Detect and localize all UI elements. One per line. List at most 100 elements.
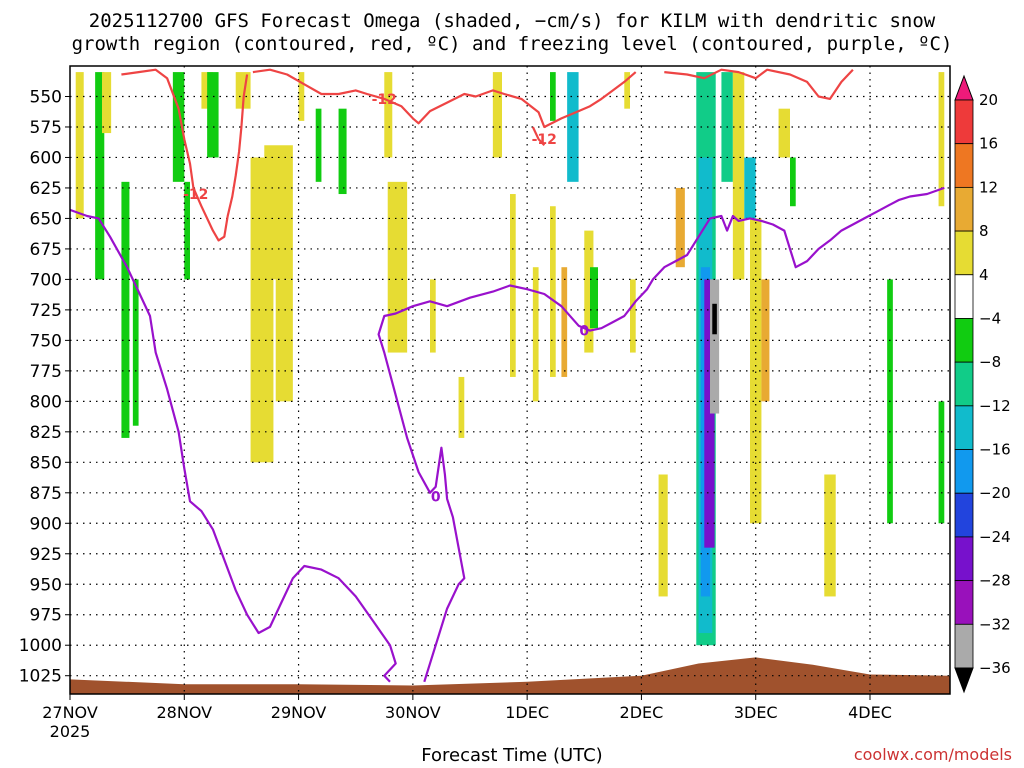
colorbar-label-9: −20 (979, 484, 1011, 502)
omega-cell-40 (732, 72, 745, 280)
omega-cell-43 (761, 279, 770, 402)
colorbar-swatch-9 (954, 449, 974, 494)
ground-terrain (70, 657, 950, 694)
y-tick-label-750: 750 (30, 331, 62, 351)
freezing-level-0C-label-1: 0 (579, 324, 589, 340)
x-tick-label-30NOV: 30NOV (385, 703, 441, 722)
chart-title-line-2: growth region (contoured, red, ºC) and f… (71, 33, 953, 55)
y-tick-label-850: 850 (30, 453, 62, 473)
y-tick-label-925: 925 (30, 545, 62, 565)
omega-cell-30 (630, 279, 636, 353)
omega-cell-12 (275, 279, 293, 402)
y-tick-label-950: 950 (30, 575, 62, 595)
colorbar-label-5: −4 (979, 309, 1001, 327)
colorbar-label-1: 16 (979, 135, 998, 153)
y-tick-label-675: 675 (30, 240, 62, 260)
dendritic-growth-minus12C-line-3 (664, 68, 854, 100)
colorbar-swatch-10 (954, 492, 974, 538)
colorbar-label-0: 20 (979, 91, 998, 109)
omega-cell-28 (590, 267, 598, 329)
x-tick-label-29NOV: 29NOV (271, 703, 327, 722)
colorbar-swatch-6 (954, 318, 974, 363)
omega-cell-6 (184, 181, 190, 280)
x-tick-label-27NOV: 27NOV (42, 703, 98, 722)
omega-cell-20 (492, 72, 502, 158)
omega-cell-19 (458, 376, 465, 438)
colorbar-swatch-1 (954, 99, 974, 145)
credit-link[interactable]: coolwx.com/models (853, 745, 1012, 764)
y-tick-label-975: 975 (30, 606, 62, 626)
colorbar-label-6: −8 (979, 353, 1001, 371)
omega-cell-17 (387, 181, 408, 353)
y-tick-label-575: 575 (30, 118, 62, 138)
x-tick-label-2DEC: 2DEC (620, 703, 664, 722)
omega-cell-22 (532, 267, 539, 402)
plot-frame (69, 65, 951, 695)
x-tick-label-28NOV: 28NOV (156, 703, 212, 722)
omega-cell-4 (132, 279, 139, 426)
omega-cell-23 (550, 72, 556, 121)
omega-cell-14 (315, 108, 322, 182)
omega-cell-24 (550, 206, 556, 377)
omega-cell-36 (704, 279, 715, 548)
omega-cell-31 (658, 474, 668, 597)
dendritic-growth-minus12C-label-0: -12 (183, 187, 208, 203)
omega-cell-18 (430, 279, 436, 353)
freezing-level-0C-label-0: 0 (431, 489, 441, 505)
omega-cell-41 (744, 157, 756, 219)
y-tick-label-775: 775 (30, 362, 62, 382)
colorbar-swatch-12 (954, 580, 974, 625)
x-tick-sublabel-27NOV: 2025 (50, 722, 91, 741)
omega-cell-13 (298, 72, 305, 121)
colorbar-label-13: −36 (979, 659, 1011, 677)
omega-cell-46 (824, 474, 836, 597)
omega-cell-48 (938, 72, 945, 207)
colorbar-swatch-top-arrow (954, 74, 974, 101)
colorbar-swatch-13 (954, 623, 974, 669)
colorbar-label-10: −24 (979, 528, 1011, 546)
colorbar-label-7: −12 (979, 397, 1011, 415)
y-tick-label-1025: 1025 (19, 667, 62, 687)
colorbar-swatch-2 (954, 143, 974, 188)
colorbar-swatch-4 (954, 230, 974, 276)
omega-cell-2 (102, 72, 112, 134)
omega-cell-0 (75, 72, 84, 219)
dendritic-growth-minus12C-line-1 (252, 68, 637, 129)
omega-cell-32 (675, 187, 685, 268)
omega-cell-1 (95, 72, 105, 280)
y-tick-label-1000: 1000 (19, 636, 62, 656)
colorbar-label-3: 8 (979, 222, 989, 240)
omega-cell-27 (584, 230, 594, 353)
grid-layer (70, 66, 950, 694)
y-tick-label-700: 700 (30, 270, 62, 290)
colorbar-label-11: −28 (979, 572, 1011, 590)
y-tick-label-900: 900 (30, 514, 62, 534)
omega-cell-5 (172, 72, 185, 182)
x-tick-label-3DEC: 3DEC (734, 703, 778, 722)
x-tick-label-4DEC: 4DEC (848, 703, 892, 722)
y-axis: 550 575 600 625 650 675 700 725 750 775 800 825 850 8… (19, 87, 70, 687)
y-tick-label-825: 825 (30, 423, 62, 443)
omega-cell-8 (207, 72, 219, 158)
omega-cell-45 (790, 157, 796, 207)
omega-cell-25 (561, 267, 568, 377)
dendritic-growth-minus12C-label-1: -12 (372, 92, 397, 108)
omega-cell-15 (338, 108, 347, 195)
freezing-level-0C-line-1 (377, 186, 945, 683)
omega-cell-29 (624, 72, 630, 109)
omega-cell-26 (567, 72, 579, 182)
colorbar-swatch-7 (954, 361, 974, 407)
colorbar-swatch-11 (954, 536, 974, 582)
colorbar-label-4: 4 (979, 266, 989, 284)
omega-cell-44 (778, 108, 790, 158)
dendritic-growth-minus12C-line-2 (531, 126, 546, 147)
omega-cell-11 (264, 145, 293, 280)
y-tick-label-800: 800 (30, 392, 62, 412)
colorbar: 20 16 12 8 4 −4 −8 −12 −16 −20 −24 −28 −32 −36 (954, 74, 1011, 694)
y-tick-label-875: 875 (30, 484, 62, 504)
y-tick-label-650: 650 (30, 209, 62, 229)
contour-layer: -12 -12 -12 0 0 (69, 68, 945, 683)
colorbar-swatch-bottom-arrow (954, 667, 974, 694)
y-tick-label-625: 625 (30, 179, 62, 199)
